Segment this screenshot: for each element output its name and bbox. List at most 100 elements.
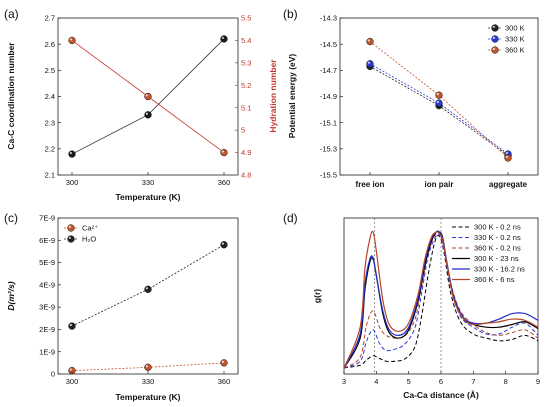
chart-a-series-1-point-highlight: [145, 94, 148, 97]
chart-c-ytick-label: 0: [51, 370, 55, 379]
chart-b-ytick-label: -15.3: [320, 144, 337, 153]
chart-a-series-1-point-highlight: [221, 150, 224, 153]
chart-b-ytick-label: -15.1: [320, 118, 337, 127]
chart-b-legend-marker: [491, 35, 499, 43]
chart-b-ylabel: Potential energy (eV): [287, 54, 297, 139]
chart-c-ytick-label: 2E-9: [39, 325, 55, 334]
chart-d-series-1-line: [343, 233, 539, 369]
chart-c-ytick-label: 5E-9: [39, 258, 55, 267]
chart-c-series-1-point-highlight: [221, 242, 224, 245]
chart-d-ylabel: g(r): [312, 289, 322, 303]
chart-a-xlabel: Temperature (K): [115, 192, 180, 202]
chart-d-xtick-label: 8: [504, 377, 508, 386]
chart-a-ytick-label: 2.1: [45, 171, 55, 180]
chart-b-xtick-label: aggregate: [489, 180, 528, 189]
chart-a-series-1-point: [220, 148, 228, 157]
chart-c-legend-marker: [67, 224, 75, 232]
chart-a-y2tick-label: 5.4: [241, 36, 251, 45]
chart-b-series-2-point: [435, 91, 443, 99]
chart-a-ylabel: Ca-C coordination number: [6, 42, 16, 150]
chart-d-legend-label: 330 K - 0.2 ns: [474, 233, 521, 242]
chart-a-y2tick-label: 4.8: [241, 171, 251, 180]
chart-b-ytick-label: -14.3: [320, 14, 337, 23]
chart-b-legend-marker-highlight: [492, 36, 495, 40]
chart-c-legend-label: Ca²⁺: [82, 224, 98, 233]
chart-b-legend-label: 300 K: [505, 24, 525, 33]
chart-b-series-1-point: [435, 99, 443, 107]
chart-a-y2tick-label: 5: [241, 126, 245, 135]
panel-label-b: (b): [283, 7, 298, 21]
chart-c-ytick-label: 3E-9: [39, 303, 55, 312]
chart-a-ytick-label: 2.3: [45, 118, 55, 127]
chart-d-xtick-label: 6: [439, 377, 443, 386]
chart-d-legend-label: 300 K - 23 ns: [474, 254, 519, 263]
chart-a-series-0-point: [144, 111, 152, 119]
chart-d-xtick-label: 7: [471, 377, 475, 386]
chart-b-series-2-point: [366, 37, 374, 46]
chart-a-y2tick-label: 5.1: [241, 103, 251, 112]
chart-b: free ion ion pair aggregate -14.3 -14.5 -14.7…: [287, 14, 539, 189]
chart-b-series-1-point-highlight: [436, 100, 439, 104]
chart-a-series-1-point: [68, 36, 76, 45]
chart-c-series-0-point-highlight: [145, 365, 148, 368]
chart-b-series-1-point-highlight: [505, 151, 508, 155]
chart-c-legend-label: H₂O: [82, 235, 96, 244]
chart-b-series-2-point-highlight: [436, 92, 439, 96]
chart-c-series-1-point: [68, 322, 76, 330]
chart-c-series-1-point: [144, 285, 152, 293]
chart-a-ytick-label: 2.7: [45, 14, 55, 23]
chart-b-series-1-point-highlight: [367, 61, 370, 64]
chart-b-ytick-label: -14.9: [320, 92, 337, 101]
chart-a-ytick-label: 2.6: [45, 40, 55, 49]
chart-b-ytick-label: -14.7: [320, 66, 337, 75]
chart-c-series-0-point-highlight: [69, 368, 72, 371]
chart-c: 300 330 360 0 1E-9 2E-9 3E-9 4E-9 5E-9 6E-9 7E-9 C…: [6, 214, 239, 402]
chart-b-series-2-point-highlight: [367, 39, 370, 42]
chart-a-series-0-point: [68, 150, 76, 158]
chart-c-series-0-point: [144, 363, 152, 371]
chart-d-xtick-label: 4: [374, 377, 378, 386]
chart-a-y2tick-label: 5.3: [241, 58, 251, 67]
chart-d-legend-label: 300 K - 0.2 ns: [474, 223, 521, 232]
chart-c-series-0-point: [220, 359, 228, 367]
chart-c-ytick-label: 6E-9: [39, 236, 55, 245]
chart-b-legend-label: 360 K: [505, 46, 525, 55]
chart-a-xtick-label: 300: [66, 178, 79, 187]
chart-a-ytick-label: 2.5: [45, 66, 55, 75]
chart-c-legend-marker-highlight: [68, 236, 71, 239]
chart-a-y2tick-label: 4.9: [241, 148, 251, 157]
chart-a-y2tick-label: 5.2: [241, 81, 251, 90]
chart-d-series-5-line: [343, 230, 539, 369]
chart-c-ytick-label: 7E-9: [39, 214, 55, 223]
chart-a-xtick-label: 360: [218, 178, 231, 187]
chart-b-legend-marker-highlight: [492, 47, 495, 51]
panel-label-c: (c): [4, 211, 18, 225]
chart-b-legend-label: 330 K: [505, 35, 525, 44]
chart-a-series-0-point: [220, 35, 228, 43]
chart-c-xtick-label: 360: [218, 377, 231, 386]
chart-a-y2label: Hydration number: [268, 59, 278, 133]
chart-a-series-0-point-highlight: [221, 36, 224, 39]
chart-b-series-2-point-highlight: [505, 155, 508, 158]
chart-d-legend-label: 360 K - 0.2 ns: [474, 244, 521, 253]
chart-c-legend-marker: [67, 235, 75, 243]
panel-label-a: (a): [4, 7, 19, 21]
chart-b-ytick-label: -14.5: [320, 40, 337, 49]
chart-a-series-1-point-highlight: [69, 38, 72, 41]
chart-d-legend-label: 330 K - 16.2 ns: [474, 265, 525, 274]
chart-a-y2tick-label: 5.5: [241, 14, 251, 23]
chart-a-series-0-point-highlight: [69, 151, 72, 155]
chart-d-xlabel: Ca-Ca distance (Å): [403, 390, 479, 400]
chart-b-legend-marker-highlight: [492, 25, 495, 28]
chart-a-xtick-label: 330: [142, 178, 155, 187]
chart-b-xtick-label: free ion: [356, 180, 385, 189]
chart-c-xtick-label: 300: [66, 377, 79, 386]
chart-b-legend-marker: [491, 24, 499, 32]
chart-b-series-1-point: [366, 60, 374, 68]
chart-d-legend-label: 360 K - 6 ns: [474, 275, 515, 284]
chart-b-xtick-label: ion pair: [425, 180, 454, 189]
chart-d-series-0-line: [343, 234, 539, 369]
chart-a-ytick-label: 2.4: [45, 92, 55, 101]
chart-b-legend-marker: [491, 46, 499, 54]
chart-c-xtick-label: 330: [142, 377, 155, 386]
